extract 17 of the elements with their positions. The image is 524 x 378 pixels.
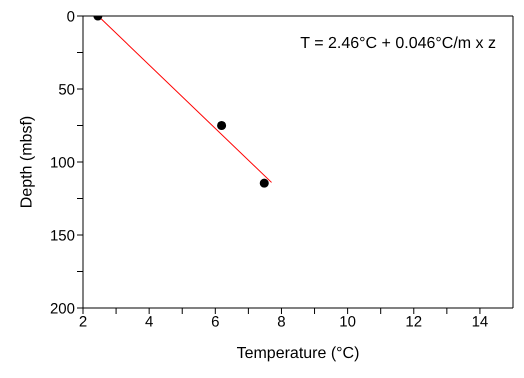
y-axis-title: Depth (mbsf) [18, 116, 36, 208]
annotation: T = 2.46°C + 0.046°C/m x z [300, 35, 496, 53]
x-tick-label: 10 [339, 314, 356, 331]
x-tick-label: 6 [211, 314, 220, 331]
x-tick-label: 12 [405, 314, 422, 331]
y-tick-label: 50 [58, 81, 75, 98]
x-axis-title: Temperature (°C) [236, 345, 360, 362]
point [217, 120, 226, 130]
y-tick-label: 0 [66, 8, 75, 26]
x-tick-label: 4 [144, 314, 154, 331]
point [260, 178, 269, 188]
x-tick-label: 14 [472, 314, 488, 331]
y-tick-label: 150 [50, 227, 75, 244]
x-tick-label: 8 [277, 314, 286, 331]
x-tick-label: 2 [78, 314, 88, 331]
y-tick-label: 100 [50, 154, 75, 172]
y-tick-label: 200 [50, 300, 75, 318]
